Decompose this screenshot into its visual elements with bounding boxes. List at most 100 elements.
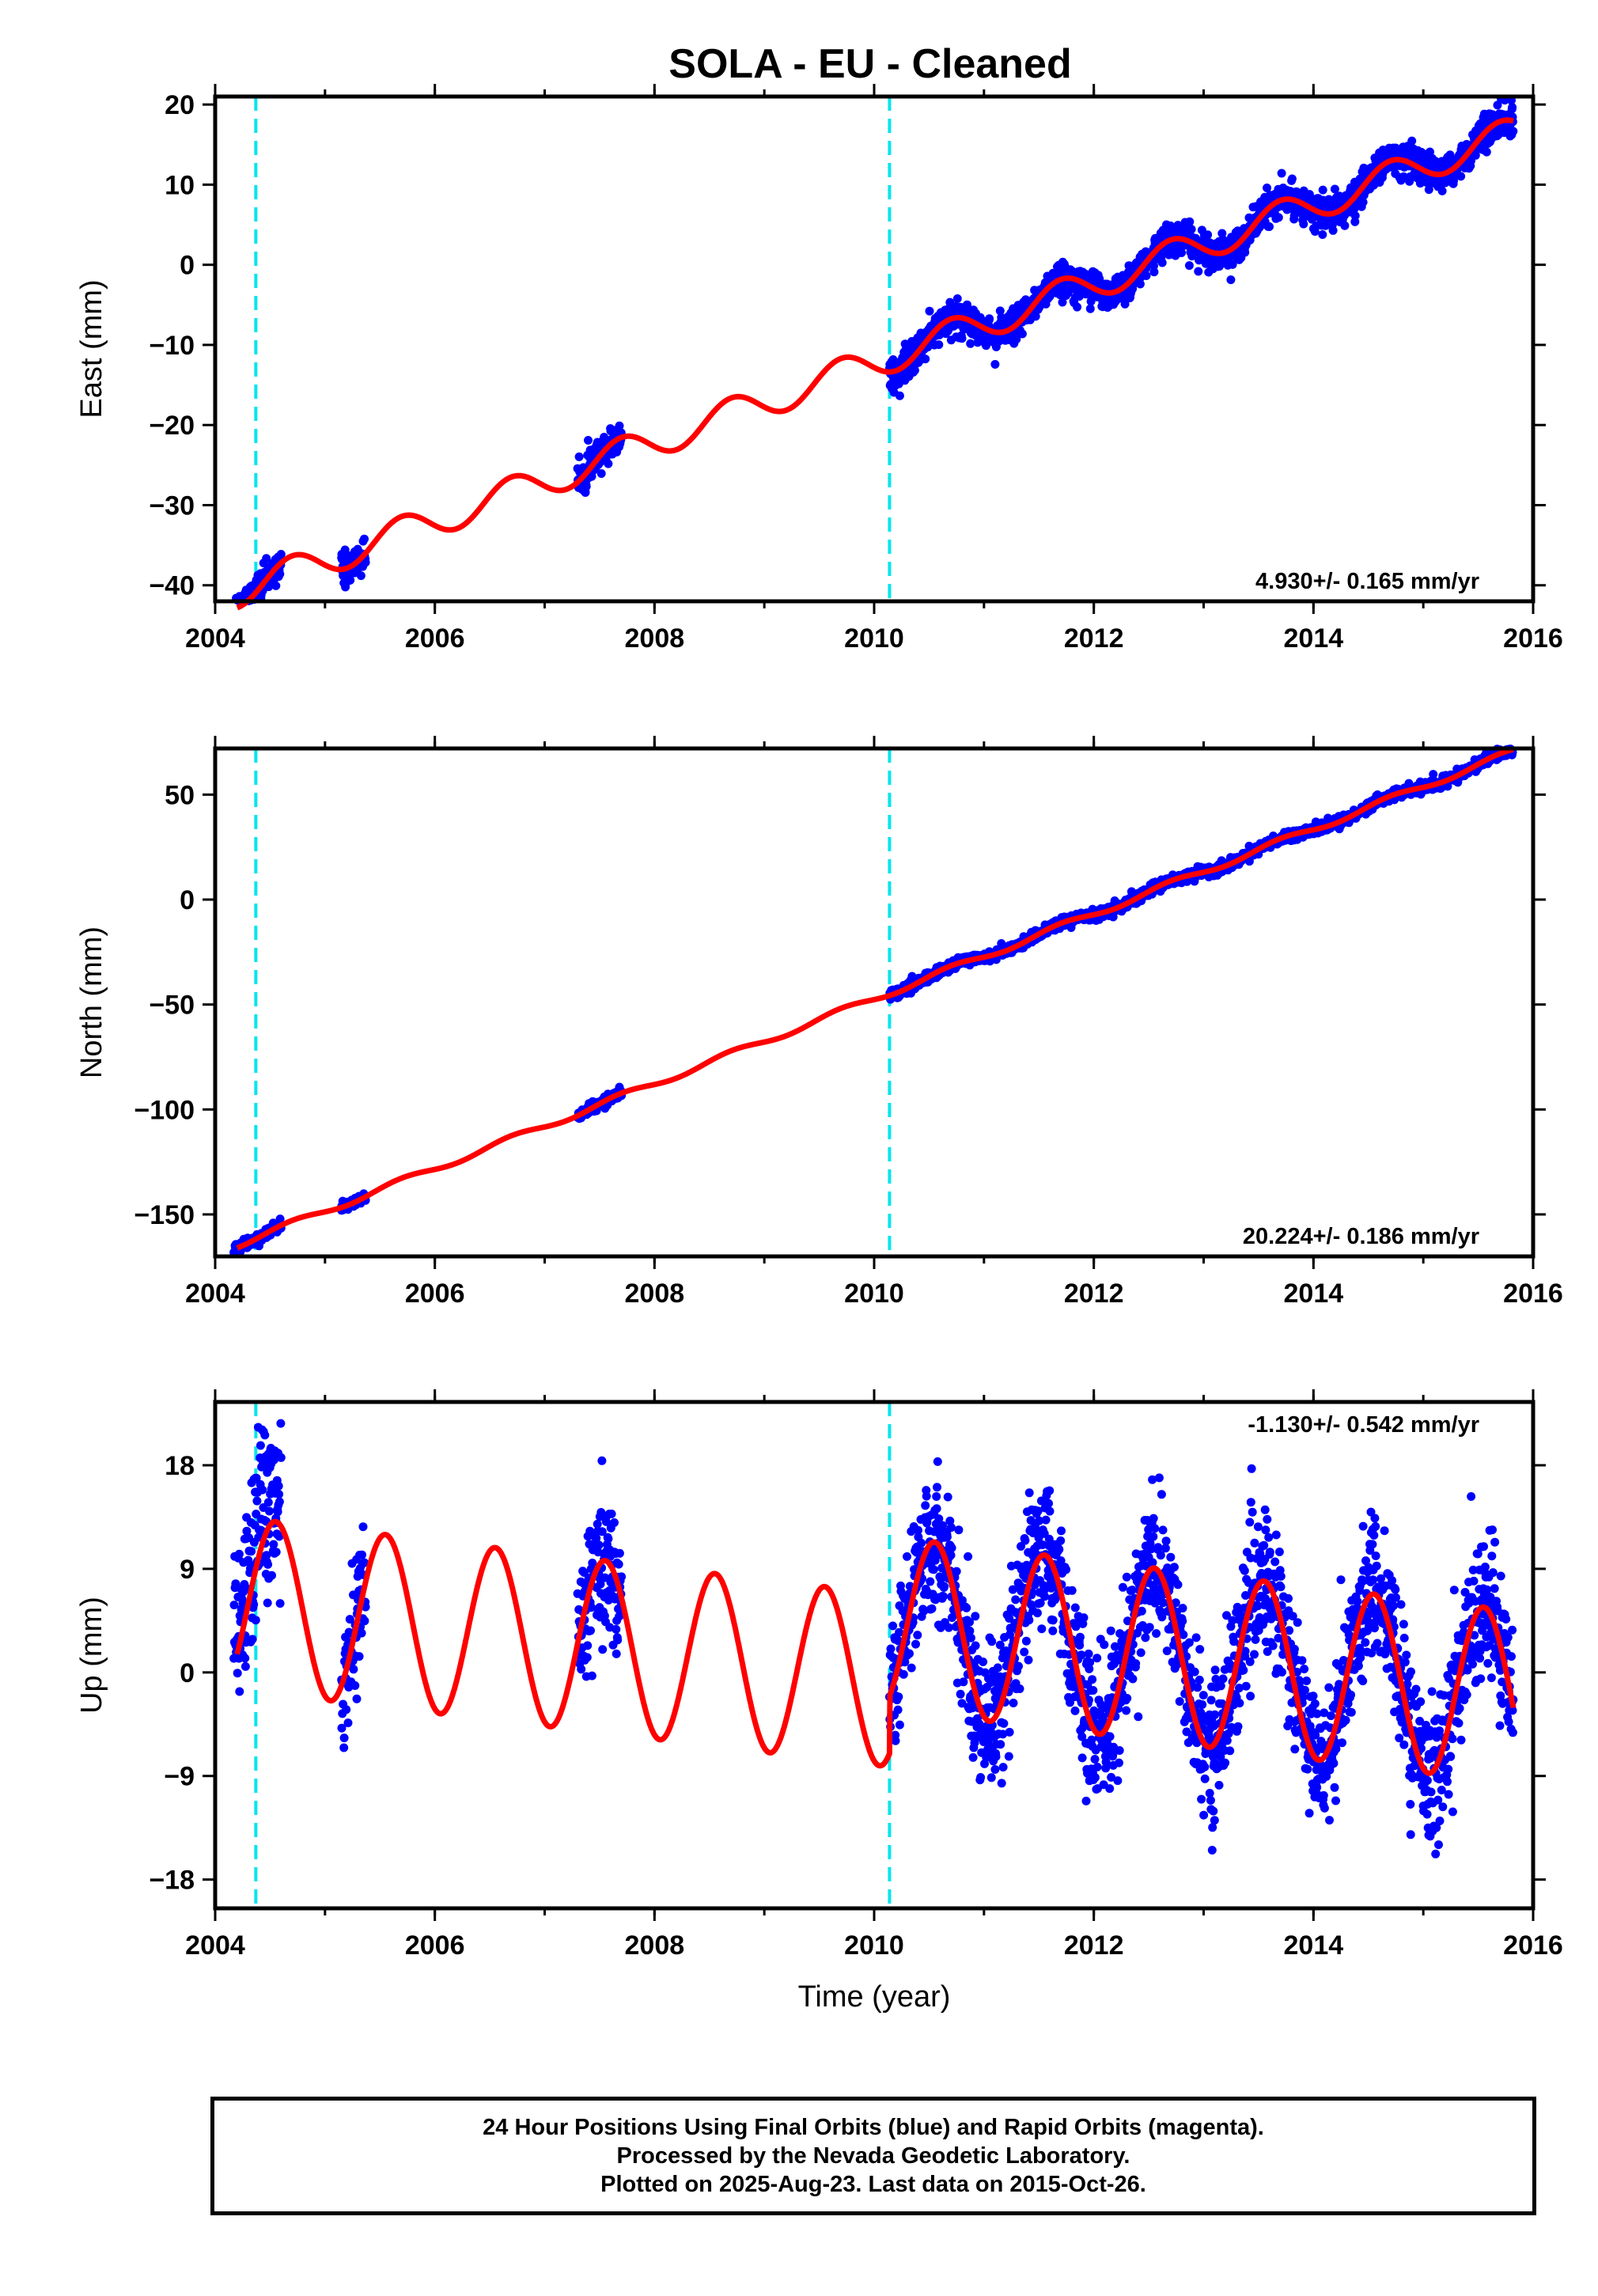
data-point <box>256 1441 265 1450</box>
panel-north: 2004 2006 2008 2010 2012 2014 2016−150−100−500… <box>75 736 1563 1309</box>
data-point <box>263 1559 273 1569</box>
data-point <box>957 334 967 343</box>
y-tick-label: −100 <box>134 1095 195 1125</box>
data-point <box>342 1705 351 1714</box>
y-tick-label: −30 <box>149 491 195 521</box>
x-tick-label: 2012 <box>1064 1279 1124 1309</box>
data-points <box>229 1419 1518 1858</box>
data-point <box>982 341 990 350</box>
data-point <box>990 360 1000 369</box>
y-tick-label: −40 <box>149 571 195 601</box>
data-point <box>258 1485 267 1495</box>
data-point <box>1287 174 1297 184</box>
data-point <box>1149 267 1159 277</box>
data-point <box>594 1540 604 1550</box>
data-point <box>1012 335 1021 344</box>
data-point <box>587 1671 596 1680</box>
x-tick-label: 2008 <box>625 1279 685 1309</box>
data-point <box>240 1661 250 1671</box>
data-point <box>262 554 271 563</box>
data-point <box>1318 185 1327 195</box>
data-point <box>271 581 281 590</box>
data-point <box>274 1481 283 1491</box>
data-point <box>597 1456 607 1465</box>
data-point <box>235 1687 244 1696</box>
data-point <box>921 354 930 364</box>
data-point <box>1073 302 1082 312</box>
data-point <box>613 1635 623 1645</box>
data-point <box>586 1626 595 1635</box>
data-point <box>612 1624 621 1634</box>
data-point <box>360 1616 369 1626</box>
data-point <box>1203 230 1213 240</box>
data-point <box>1277 169 1286 178</box>
data-point <box>251 1616 260 1625</box>
data-point <box>1157 258 1167 267</box>
data-point <box>1456 172 1466 181</box>
data-point <box>276 550 286 559</box>
data-point <box>1177 248 1186 257</box>
x-tick-label: 2014 <box>1284 1279 1344 1309</box>
data-point <box>891 1736 900 1745</box>
data-point <box>1265 222 1274 231</box>
data-point <box>1274 213 1283 222</box>
data-point <box>339 1743 349 1752</box>
y-tick-label: −10 <box>149 331 195 361</box>
data-point <box>925 306 934 316</box>
data-point <box>1184 261 1194 271</box>
data-point <box>260 1430 270 1440</box>
x-tick-label: 2014 <box>1284 623 1344 654</box>
data-point <box>895 1720 904 1730</box>
data-point <box>350 1681 360 1690</box>
data-point <box>1449 176 1458 185</box>
data-point <box>1185 217 1195 226</box>
x-tick-label: 2008 <box>625 623 685 654</box>
data-point <box>1350 211 1360 221</box>
x-tick-label: 2004 <box>185 623 245 654</box>
y-tick-label: 10 <box>165 170 195 200</box>
data-point <box>265 1506 274 1516</box>
data-point <box>339 1733 349 1743</box>
data-point <box>234 1549 244 1559</box>
data-points <box>232 94 1518 606</box>
data-point <box>271 1548 281 1557</box>
data-point <box>357 1628 366 1638</box>
rate-label: 20.224+/- 0.186 mm/yr <box>1243 1224 1479 1249</box>
x-tick-label: 2016 <box>1503 623 1563 654</box>
y-tick-label: 0 <box>180 251 195 281</box>
data-point <box>275 1490 284 1499</box>
data-point <box>1226 275 1236 285</box>
data-point <box>614 1559 623 1569</box>
data-point <box>934 340 944 350</box>
data-point <box>910 366 919 375</box>
data-point <box>574 452 584 461</box>
data-point <box>1340 221 1350 230</box>
data-point <box>615 1548 624 1558</box>
data-point <box>358 1522 368 1532</box>
data-point <box>276 1453 286 1462</box>
data-point <box>584 436 593 445</box>
data-point <box>966 339 975 348</box>
y-tick-label: −50 <box>149 991 195 1021</box>
panel-east: 2004 2006 2008 2010 2012 2014 2016−40−30−20−10… <box>75 84 1563 654</box>
data-point <box>263 1598 272 1608</box>
x-tick-label: 2006 <box>405 623 465 654</box>
rate-label: 4.930+/- 0.165 mm/yr <box>1255 569 1479 594</box>
data-point <box>582 1653 592 1662</box>
data-point <box>985 314 994 324</box>
y-tick-label: −20 <box>149 411 195 441</box>
y-tick-label: 0 <box>180 885 195 915</box>
data-point <box>995 306 1005 316</box>
plot-frame <box>213 94 1536 604</box>
x-tick-label: 2006 <box>405 1279 465 1309</box>
data-point <box>612 1649 621 1658</box>
y-axis-label: North (mm) <box>75 926 108 1078</box>
data-point <box>1471 150 1480 160</box>
data-point <box>275 570 285 578</box>
data-point <box>598 1645 608 1654</box>
data-point <box>275 1599 285 1608</box>
data-point <box>276 1419 286 1428</box>
data-point <box>346 575 355 585</box>
x-tick-label: 2004 <box>185 1279 245 1309</box>
data-point <box>893 1705 903 1714</box>
